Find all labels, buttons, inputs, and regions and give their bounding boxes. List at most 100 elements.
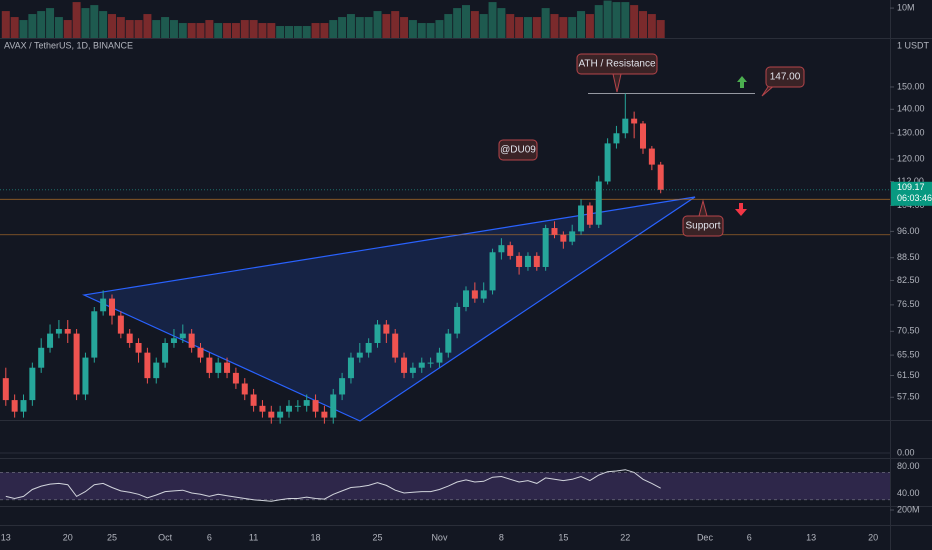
candle-body: [339, 378, 346, 395]
bottom-tick-label: 200M: [897, 504, 920, 514]
volume-bar: [550, 14, 559, 38]
support-label: Support: [685, 221, 720, 232]
volume-bar: [320, 23, 329, 38]
volume-bar: [603, 0, 612, 38]
volume-bar: [585, 14, 594, 38]
candle-body: [179, 333, 186, 339]
volume-bar: [152, 20, 161, 38]
candle-body: [188, 333, 195, 348]
ath-label: ATH / Resistance: [578, 59, 655, 70]
volume-bar: [134, 20, 143, 38]
volume-bar: [161, 17, 170, 38]
volume-bar: [276, 26, 285, 38]
volume-bar: [621, 2, 630, 38]
volume-bar: [506, 14, 515, 38]
volume-bar: [116, 17, 125, 38]
volume-bar: [285, 26, 293, 38]
candle-body: [268, 411, 275, 418]
volume-bar: [19, 20, 28, 38]
candle-body: [73, 333, 80, 395]
volume-bar: [515, 17, 524, 38]
volume-bar: [453, 8, 462, 39]
volume-bar: [612, 2, 621, 38]
volume-bar: [169, 20, 178, 38]
volume-bar: [479, 14, 488, 38]
candle-body: [197, 347, 204, 358]
candle-body: [286, 405, 292, 412]
resistance-label-box: [765, 66, 805, 88]
volume-bar: [267, 23, 276, 38]
candle-body: [648, 148, 655, 165]
volume-bar: [417, 23, 426, 38]
volume-bar: [1, 11, 10, 38]
candle-body: [162, 342, 169, 363]
x-tick-label: 8: [499, 532, 504, 542]
candle-body: [153, 362, 160, 379]
candle-body: [489, 252, 496, 291]
volume-bar: [108, 14, 116, 38]
candle-body: [312, 400, 319, 412]
candle-body: [640, 123, 646, 149]
x-tick-label: 13: [806, 532, 816, 542]
volume-bar: [444, 14, 453, 38]
candle-body: [401, 357, 408, 373]
x-tick-label: 13: [1, 532, 11, 542]
volume-bar: [90, 5, 99, 39]
candle-body: [126, 333, 133, 343]
candle-body: [578, 205, 585, 232]
volume-bar: [231, 23, 240, 38]
candle-body: [206, 357, 213, 373]
candle-body: [356, 352, 363, 358]
volume-bar: [240, 20, 249, 38]
candle-body: [224, 362, 231, 373]
candle-body: [2, 378, 9, 401]
support-label-box: [682, 215, 724, 237]
candle-body: [55, 329, 62, 334]
y-tick-label: 65.50: [897, 349, 920, 359]
down-arrow: [735, 203, 747, 216]
volume-bar: [178, 23, 187, 38]
volume-bar: [426, 23, 435, 38]
candle-body: [38, 347, 45, 368]
candle-body: [135, 342, 142, 353]
candle-body: [418, 362, 425, 368]
volume-bar: [329, 20, 338, 38]
candle-body: [498, 245, 505, 253]
volume-bar: [364, 17, 373, 38]
candle-body: [657, 164, 664, 190]
volume-bar: [346, 14, 355, 38]
candle-body: [383, 324, 390, 334]
volume-bar: [532, 17, 541, 38]
volume-bar: [293, 26, 302, 38]
x-tick-label: Oct: [158, 532, 173, 542]
volume-bar: [205, 20, 214, 38]
candle-body: [374, 324, 381, 343]
volume-bar: [63, 20, 72, 38]
candle-body: [47, 333, 54, 348]
candle-body: [303, 400, 310, 406]
x-tick-label: 15: [558, 532, 568, 542]
volume-bar: [355, 17, 364, 38]
volume-bar: [400, 17, 409, 38]
volume-bar: [258, 23, 267, 38]
candle-body: [533, 255, 540, 267]
candle-body: [542, 228, 549, 267]
candle-body: [117, 315, 124, 334]
candle-body: [20, 400, 27, 412]
candle-body: [427, 362, 434, 364]
volume-bar: [187, 23, 196, 38]
volume-bar: [28, 14, 37, 38]
volume-bar: [594, 5, 603, 39]
candle-body: [480, 290, 487, 299]
rsi-tick-label: 80.00: [897, 461, 920, 471]
candle-body: [524, 255, 531, 267]
volume-bar: [311, 23, 320, 38]
y-tick-label: 88.50: [897, 252, 920, 262]
candle-body: [144, 352, 151, 379]
volume-bar: [541, 8, 550, 39]
x-tick-label: 20: [63, 532, 73, 542]
volume-bar: [656, 20, 665, 38]
y-tick-label: 96.00: [897, 226, 920, 236]
volume-bar: [577, 11, 586, 38]
